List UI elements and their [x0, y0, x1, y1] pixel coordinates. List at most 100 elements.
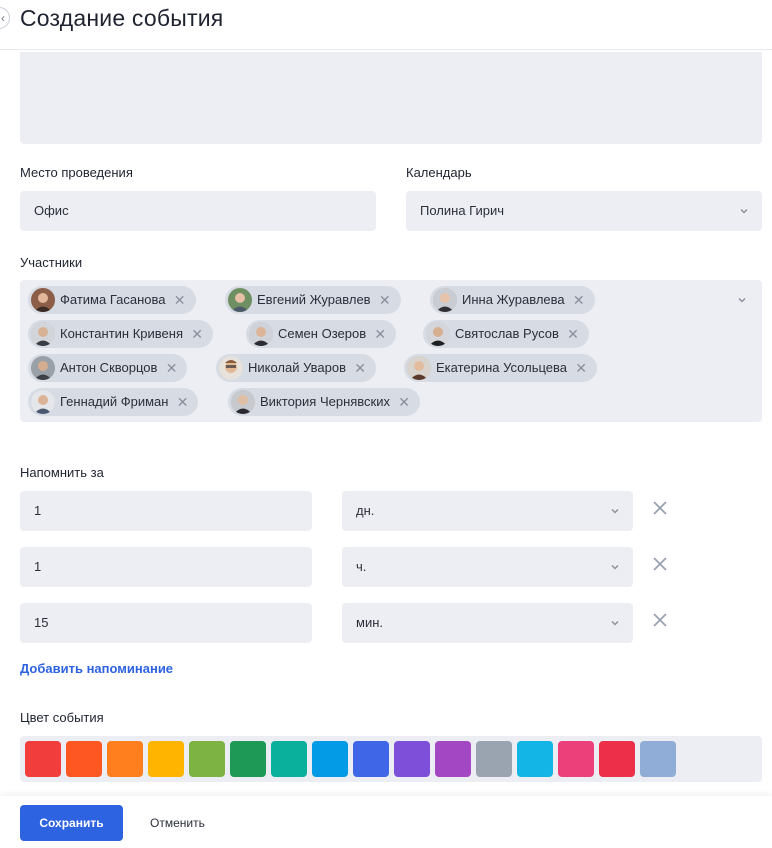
participant-name: Геннадий Фриман [60, 394, 169, 409]
reminder-value-input[interactable]: 15 [20, 603, 312, 643]
back-button[interactable]: ‹ [0, 7, 10, 29]
location-label: Место проведения [20, 165, 133, 180]
color-swatch[interactable] [107, 741, 143, 777]
avatar [249, 322, 273, 346]
chevron-down-icon [611, 603, 619, 626]
participants-label: Участники [20, 255, 83, 270]
remove-icon[interactable]: ✕ [572, 292, 585, 308]
participant-chip: Инна Журавлева ✕ [430, 286, 595, 314]
avatar [219, 356, 243, 380]
reminder-value: 1 [34, 559, 42, 574]
chevron-down-icon [738, 280, 746, 303]
remove-icon[interactable]: ✕ [176, 394, 189, 410]
color-swatch[interactable] [476, 741, 512, 777]
participant-name: Инна Журавлева [462, 292, 565, 307]
participant-name: Виктория Чернявских [260, 394, 390, 409]
reminder-unit: дн. [356, 503, 375, 518]
participant-chip: Семен Озеров ✕ [246, 320, 397, 348]
participant-chip: Геннадий Фриман ✕ [28, 388, 199, 416]
color-swatch[interactable] [148, 741, 184, 777]
remove-reminder-icon[interactable] [651, 611, 669, 629]
remove-icon[interactable]: ✕ [173, 292, 186, 308]
page-header: ‹ Создание события [0, 0, 772, 50]
color-palette [20, 736, 762, 782]
reminder-unit: ч. [356, 559, 367, 574]
avatar [228, 288, 252, 312]
participant-chip: Евгений Журавлев ✕ [225, 286, 401, 314]
description-textarea[interactable] [20, 52, 762, 144]
remove-icon[interactable]: ✕ [165, 360, 178, 376]
remove-icon[interactable]: ✕ [191, 326, 203, 342]
calendar-value: Полина Гирич [420, 203, 504, 218]
color-swatch[interactable] [189, 741, 225, 777]
remove-icon[interactable]: ✕ [378, 292, 391, 308]
save-button[interactable]: Сохранить [20, 805, 123, 841]
page-title: Создание события [20, 5, 224, 31]
remove-icon[interactable]: ✕ [354, 360, 367, 376]
reminder-value: 1 [34, 503, 42, 518]
avatar [31, 356, 55, 380]
participant-chip: Екатерина Усольцева ✕ [404, 354, 597, 382]
participant-name: Святослав Русов [455, 326, 559, 341]
avatar [433, 288, 457, 312]
chevron-down-icon [611, 547, 619, 570]
color-swatch[interactable] [394, 741, 430, 777]
color-swatch[interactable] [517, 741, 553, 777]
avatar [231, 390, 255, 414]
reminder-unit: мин. [356, 615, 383, 630]
participant-chip: Антон Скворцов ✕ [28, 354, 188, 382]
reminder-unit-select[interactable]: ч. [342, 547, 633, 587]
color-swatch[interactable] [640, 741, 676, 777]
color-swatch[interactable] [25, 741, 61, 777]
remove-reminder-icon[interactable] [651, 555, 669, 573]
add-reminder-link[interactable]: Добавить напоминание [20, 661, 174, 676]
participant-name: Николай Уваров [248, 360, 347, 375]
remove-icon[interactable]: ✕ [374, 326, 387, 342]
participant-name: Антон Скворцов [60, 360, 158, 375]
color-swatch[interactable] [558, 741, 594, 777]
participant-name: Екатерина Усольцева [436, 360, 567, 375]
participant-chip: Святослав Русов ✕ [423, 320, 589, 348]
participant-chip: Фатима Гасанова ✕ [28, 286, 196, 314]
reminders-label: Напомнить за [20, 465, 104, 480]
reminder-value-input[interactable]: 1 [20, 547, 312, 587]
location-input[interactable]: Офис [20, 191, 376, 231]
participant-name: Семен Озеров [278, 326, 367, 341]
footer-bar: Сохранить Отменить [0, 796, 772, 848]
color-swatch[interactable] [230, 741, 266, 777]
reminder-value-input[interactable]: 1 [20, 491, 312, 531]
chevron-left-icon: ‹ [1, 11, 5, 25]
participants-select[interactable]: Фатима Гасанова ✕ Евгений Журавлев ✕ Инн… [20, 280, 762, 422]
chevron-down-icon [740, 191, 748, 214]
reminder-value: 15 [34, 615, 49, 630]
chevron-down-icon [611, 491, 619, 514]
event-color-label: Цвет события [20, 710, 104, 725]
participant-name: Евгений Журавлев [257, 292, 371, 307]
remove-icon[interactable]: ✕ [575, 360, 587, 376]
participant-name: Константин Кривеня [60, 326, 183, 341]
participant-name: Фатима Гасанова [60, 292, 166, 307]
calendar-label: Календарь [406, 165, 472, 180]
remove-icon[interactable]: ✕ [567, 326, 579, 342]
participant-chip: Константин Кривеня ✕ [28, 320, 213, 348]
calendar-select[interactable]: Полина Гирич [406, 191, 762, 231]
participant-chip: Виктория Чернявских ✕ [228, 388, 420, 416]
reminder-unit-select[interactable]: мин. [342, 603, 633, 643]
color-swatch[interactable] [66, 741, 102, 777]
remove-icon[interactable]: ✕ [398, 394, 410, 410]
cancel-button[interactable]: Отменить [150, 816, 205, 830]
reminder-unit-select[interactable]: дн. [342, 491, 633, 531]
participant-chip: Николай Уваров ✕ [216, 354, 377, 382]
avatar [31, 390, 55, 414]
color-swatch[interactable] [353, 741, 389, 777]
color-swatch[interactable] [435, 741, 471, 777]
color-swatch[interactable] [271, 741, 307, 777]
remove-reminder-icon[interactable] [651, 499, 669, 517]
avatar [31, 322, 55, 346]
color-swatch[interactable] [599, 741, 635, 777]
avatar [31, 288, 55, 312]
avatar [426, 322, 450, 346]
avatar [407, 356, 431, 380]
color-swatch[interactable] [312, 741, 348, 777]
location-value: Офис [34, 203, 69, 218]
